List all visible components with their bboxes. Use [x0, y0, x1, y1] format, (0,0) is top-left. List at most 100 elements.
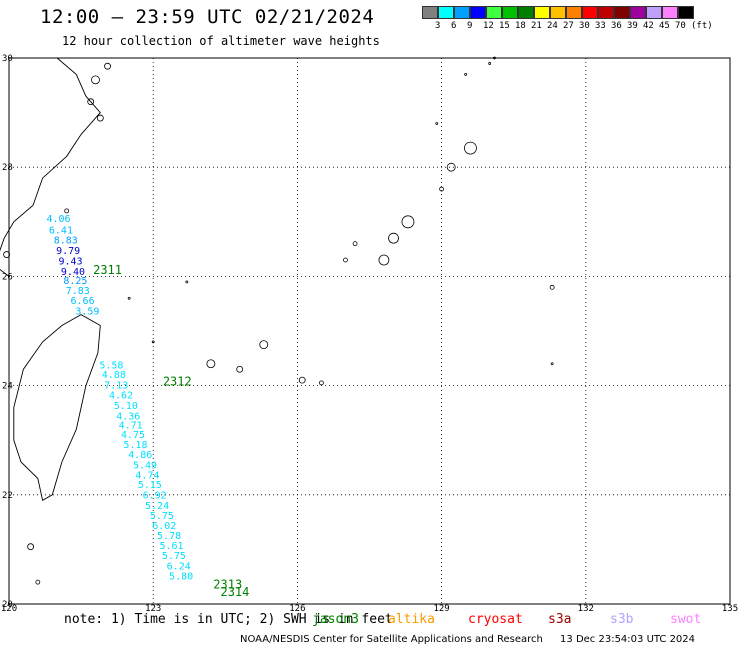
wave-height-label: 9.40: [61, 267, 85, 278]
legend-label: 9: [467, 21, 473, 31]
note-text: note: 1) Time is in UTC; 2) SWH is in fe…: [64, 612, 393, 627]
wave-height-label: 8.83: [54, 236, 78, 247]
legend-label: 45: [659, 21, 670, 31]
satellite-label: s3a: [548, 612, 572, 627]
island-outline: [298, 376, 306, 384]
legend-swatch: [646, 6, 662, 19]
wave-height-label: 4.88: [102, 370, 126, 381]
legend-swatch: [454, 6, 470, 19]
legend-swatch: [486, 6, 502, 19]
legend-swatch: [502, 6, 518, 19]
china-coastline: [0, 57, 101, 277]
lat-tick-label: 26: [2, 272, 13, 282]
wave-height-label: 4.74: [135, 470, 159, 481]
wave-height-label: 5.18: [123, 440, 147, 451]
satellite-label: jason3: [312, 612, 359, 627]
legend-swatch: [678, 6, 694, 19]
legend-label: 21: [531, 21, 542, 31]
island-outline: [87, 98, 95, 106]
wave-height-label: 4.86: [128, 450, 152, 461]
wave-height-label: 4.06: [46, 214, 70, 225]
island-outline: [401, 215, 415, 229]
legend-swatch: [614, 6, 630, 19]
wave-height-label: 4.75: [121, 430, 145, 441]
legend-swatch: [550, 6, 566, 19]
legend-swatch: [422, 6, 438, 19]
legend-label: 15: [499, 21, 510, 31]
lat-tick-label: 22: [2, 491, 13, 501]
wave-height-label: 6.92: [143, 491, 167, 502]
legend-label: 30: [579, 21, 590, 31]
island-outline: [3, 251, 10, 258]
legend-label: 18: [515, 21, 526, 31]
wave-height-label: 5.61: [159, 541, 183, 552]
island-outline: [343, 257, 348, 263]
island-outline: [185, 280, 189, 284]
credit-org: NOAA/NESDIS Center for Satellite Applica…: [240, 634, 543, 645]
legend-swatch: [438, 6, 454, 19]
wave-height-label: 4.62: [109, 391, 133, 402]
credit-line: NOAA/NESDIS Center for Satellite Applica…: [240, 634, 709, 645]
map-frame: [8, 57, 731, 605]
island-outline: [319, 380, 324, 386]
legend-swatch: [518, 6, 534, 19]
wave-height-label: 9.79: [56, 246, 80, 257]
lat-tick-label: 20: [2, 600, 13, 610]
island-outline: [64, 208, 70, 214]
legend-label: 12: [483, 21, 494, 31]
wave-height-label: 5.24: [145, 501, 169, 512]
notes-row: note: 1) Time is in UTC; 2) SWH is in fe…: [0, 612, 740, 630]
lon-tick-label: 126: [289, 604, 305, 612]
wave-height-label: 4.36: [116, 411, 140, 422]
wave-height-label: 5.80: [169, 571, 193, 582]
lat-tick-label: 28: [2, 163, 13, 173]
island-outline: [550, 362, 554, 366]
wave-height-label: 5.49: [133, 461, 157, 472]
wave-height-label: 5.78: [157, 531, 181, 542]
wave-height-label: 3.59: [75, 307, 99, 318]
satellite-label: swot: [670, 612, 702, 627]
island-outline: [464, 72, 468, 76]
island-outline: [435, 122, 439, 125]
island-outline: [352, 241, 358, 247]
island-outline: [378, 254, 390, 266]
lat-tick-label: 24: [2, 382, 13, 392]
legend-label: 42: [643, 21, 654, 31]
legend-swatch: [566, 6, 582, 19]
wave-height-label: 5.58: [99, 361, 123, 372]
island-outline: [388, 232, 399, 244]
legend-label: 3: [435, 21, 441, 31]
legend-label: 24: [547, 21, 558, 31]
color-legend-labels: 3 6 9 12 15 18 21 24 27 30 33 36 39 42 45 70 (ft): [422, 21, 740, 33]
island-outline: [91, 75, 100, 85]
island-outline: [493, 56, 496, 60]
island-outline: [151, 340, 155, 344]
island-outline: [446, 162, 456, 172]
wave-height-label: 5.15: [138, 480, 162, 491]
wave-height-label: 6.24: [167, 562, 191, 573]
island-outline: [104, 62, 111, 70]
wave-height-label: 6.66: [71, 296, 95, 307]
legend-label: 36: [611, 21, 622, 31]
legend-label: 70: [675, 21, 686, 31]
legend-label: 27: [563, 21, 574, 31]
wave-height-label: 8.25: [63, 276, 87, 287]
satellite-label: altika: [388, 612, 435, 627]
legend-label: (ft): [691, 21, 713, 31]
lon-tick-label: 129: [433, 604, 449, 612]
island-outline: [488, 62, 492, 65]
wave-height-label: 5.75: [162, 551, 186, 562]
wave-height-label: 6.02: [152, 521, 176, 532]
legend-label: 33: [595, 21, 606, 31]
taiwan-coastline: [13, 314, 101, 501]
page-title: 12:00 – 23:59 UTC 02/21/2024: [40, 6, 375, 28]
legend-label: 6: [451, 21, 457, 31]
island-outline: [96, 114, 104, 122]
wave-height-label: 5.75: [150, 511, 174, 522]
satellite-label: s3b: [610, 612, 634, 627]
island-outline: [127, 296, 131, 300]
lon-tick-label: 123: [145, 604, 161, 612]
island-outline: [27, 543, 35, 551]
wave-height-label: 6.41: [49, 225, 73, 236]
legend-swatch: [534, 6, 550, 19]
